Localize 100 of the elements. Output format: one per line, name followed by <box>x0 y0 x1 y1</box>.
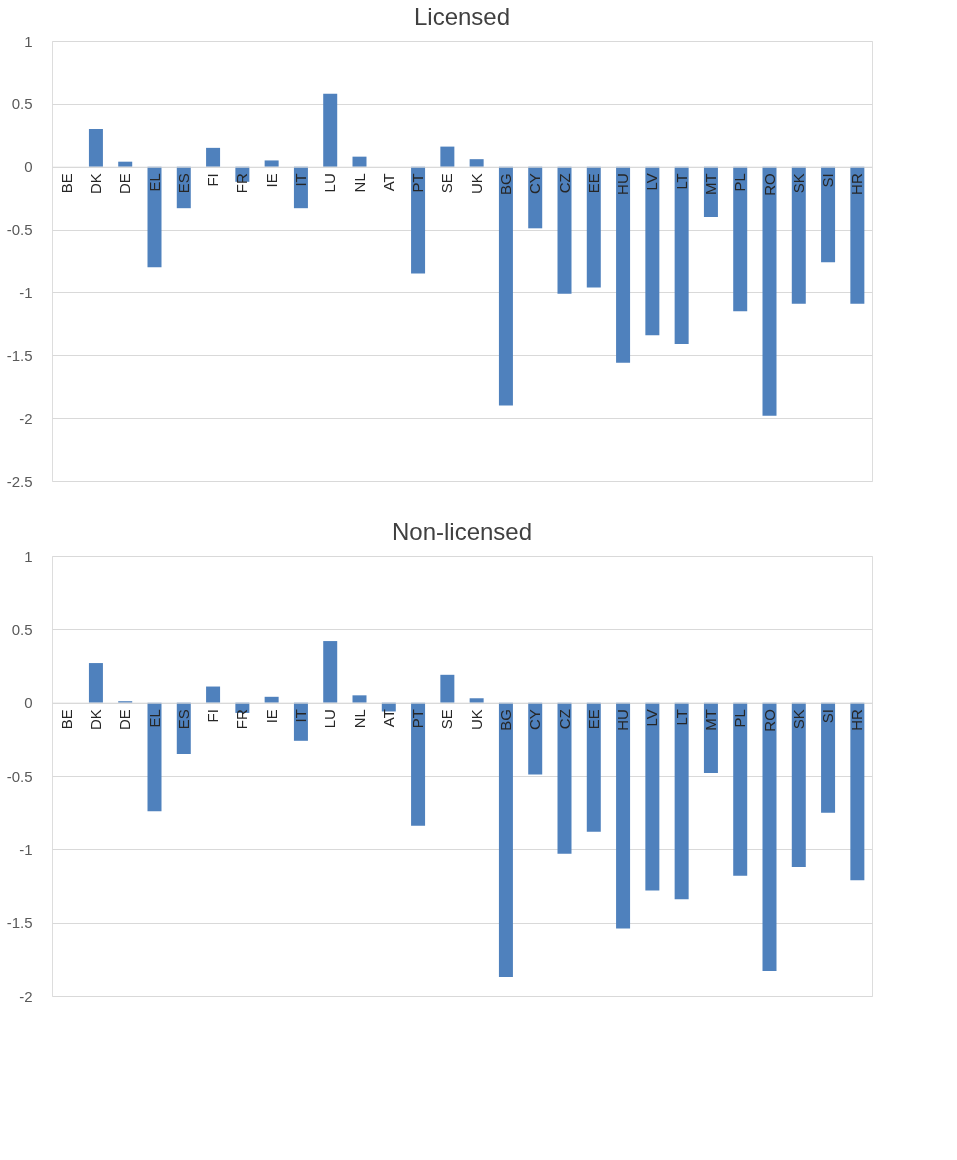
bar <box>469 159 484 167</box>
x-tick-label: LV <box>643 173 661 191</box>
bar <box>557 702 572 854</box>
x-tick-label: CZ <box>555 709 573 730</box>
bar <box>411 702 426 826</box>
bar <box>352 156 367 167</box>
x-tick-label: HU <box>614 173 632 195</box>
x-tick-label: FI <box>204 709 222 723</box>
y-tick-label: -2 <box>19 987 33 1005</box>
y-tick-label: -1.5 <box>6 914 33 932</box>
bar <box>557 166 572 294</box>
x-tick-label: DE <box>116 173 134 195</box>
y-tick-label: 0.5 <box>11 95 33 113</box>
bar <box>264 160 279 167</box>
bar <box>118 161 133 167</box>
x-tick-label: FR <box>233 173 251 194</box>
bar <box>586 166 601 288</box>
bar <box>323 641 338 703</box>
y-tick-label: -0.5 <box>6 767 33 785</box>
bar <box>352 695 367 703</box>
x-tick-label: BG <box>496 709 514 731</box>
bar <box>674 702 689 900</box>
y-tick-label: -1.5 <box>6 346 33 364</box>
x-tick-label: IE <box>262 173 280 188</box>
x-tick-label: LU <box>321 709 339 729</box>
bar <box>440 146 455 167</box>
chart-title: Licensed <box>413 3 511 30</box>
y-tick-label: 0.5 <box>11 620 33 638</box>
x-tick-label: SK <box>789 173 807 194</box>
bar <box>850 702 865 881</box>
x-tick-label: HR <box>848 709 866 731</box>
bar <box>88 663 103 703</box>
bar <box>147 702 162 812</box>
x-tick-label: BG <box>496 173 514 195</box>
bar <box>762 166 777 416</box>
bar <box>645 702 660 891</box>
bar <box>733 702 748 876</box>
x-tick-label: RO <box>760 173 778 196</box>
bar <box>586 702 601 832</box>
bar <box>323 93 338 167</box>
x-tick-label: UK <box>467 709 485 731</box>
y-tick-label: -1 <box>19 283 33 301</box>
bar <box>440 674 455 703</box>
bar <box>264 696 279 703</box>
bar <box>206 147 221 167</box>
x-tick-label: SI <box>819 173 837 188</box>
bar <box>791 702 806 867</box>
x-tick-label: HR <box>848 173 866 195</box>
x-tick-label: RO <box>760 709 778 732</box>
x-tick-label: UK <box>467 173 485 195</box>
y-tick-label: -1 <box>19 840 33 858</box>
bar <box>469 698 484 703</box>
bar <box>821 702 836 813</box>
x-tick-label: NL <box>350 709 368 729</box>
x-tick-label: ES <box>174 173 192 194</box>
x-tick-label: LT <box>672 709 690 726</box>
x-tick-label: DE <box>116 709 134 731</box>
bar <box>88 129 103 167</box>
x-tick-label: SK <box>789 709 807 730</box>
x-tick-label: MT <box>701 173 719 195</box>
x-tick-label: EE <box>584 709 602 730</box>
x-tick-label: FR <box>233 709 251 730</box>
y-tick-label: 1 <box>24 547 33 565</box>
y-tick-label: 0 <box>24 694 33 712</box>
x-tick-label: EL <box>145 709 163 728</box>
x-tick-label: BE <box>57 709 75 730</box>
x-tick-label: PT <box>409 709 427 729</box>
bar <box>733 166 748 312</box>
x-tick-label: LV <box>643 709 661 727</box>
x-tick-label: PL <box>731 709 749 728</box>
bar <box>498 702 513 977</box>
x-tick-label: CZ <box>555 173 573 194</box>
y-tick-label: 1 <box>24 32 33 50</box>
x-tick-label: CY <box>526 709 544 731</box>
bar <box>821 166 836 263</box>
x-tick-label: FI <box>204 173 222 187</box>
x-tick-label: AT <box>379 709 397 728</box>
y-tick-label: -2.5 <box>6 472 33 490</box>
bar <box>616 166 631 363</box>
x-tick-label: SE <box>438 173 456 194</box>
bar <box>762 702 777 972</box>
bar <box>674 166 689 344</box>
bar <box>147 166 162 268</box>
bar <box>411 166 426 274</box>
x-tick-label: PL <box>731 173 749 192</box>
y-tick-label: 0 <box>24 158 33 176</box>
chart-title: Non-licensed <box>391 518 533 545</box>
x-tick-label: BE <box>57 173 75 194</box>
bar <box>645 166 660 336</box>
x-tick-label: IE <box>262 709 280 724</box>
x-tick-label: LU <box>321 173 339 193</box>
bar <box>850 166 865 304</box>
y-tick-label: -2 <box>19 409 33 427</box>
bar <box>791 166 806 304</box>
bar <box>616 702 631 929</box>
x-tick-label: EE <box>584 173 602 194</box>
x-tick-label: AT <box>379 173 397 192</box>
x-tick-label: EL <box>145 173 163 192</box>
x-tick-label: MT <box>701 709 719 731</box>
x-tick-label: DK <box>86 173 104 195</box>
